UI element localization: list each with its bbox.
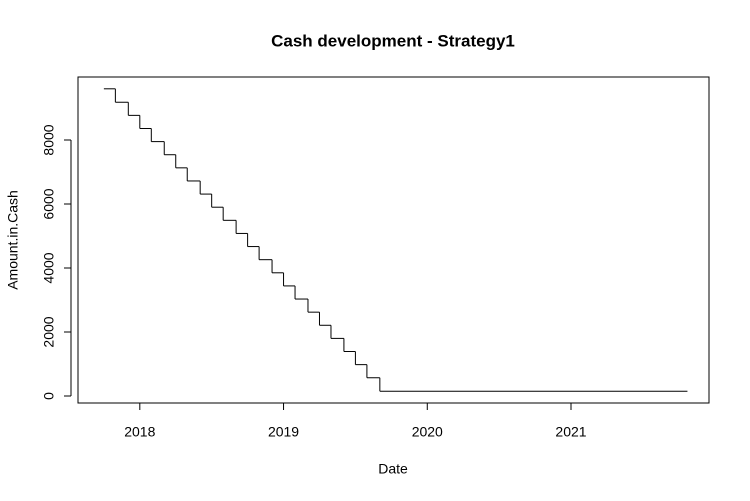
x-axis-label: Date bbox=[378, 461, 408, 477]
x-tick-label: 2018 bbox=[124, 424, 155, 440]
plot-box bbox=[77, 76, 710, 404]
x-tick-label: 2020 bbox=[412, 424, 443, 440]
y-tick-label: 4000 bbox=[41, 252, 57, 283]
y-tick-label: 0 bbox=[41, 392, 57, 400]
y-tick-label: 2000 bbox=[41, 316, 57, 347]
y-tick-label: 8000 bbox=[41, 124, 57, 155]
y-axis-label: Amount.in.Cash bbox=[5, 190, 21, 290]
chart-title: Cash development - Strategy1 bbox=[271, 31, 515, 50]
y-tick-label: 6000 bbox=[41, 188, 57, 219]
x-tick-label: 2019 bbox=[268, 424, 299, 440]
x-tick-label: 2021 bbox=[555, 424, 586, 440]
